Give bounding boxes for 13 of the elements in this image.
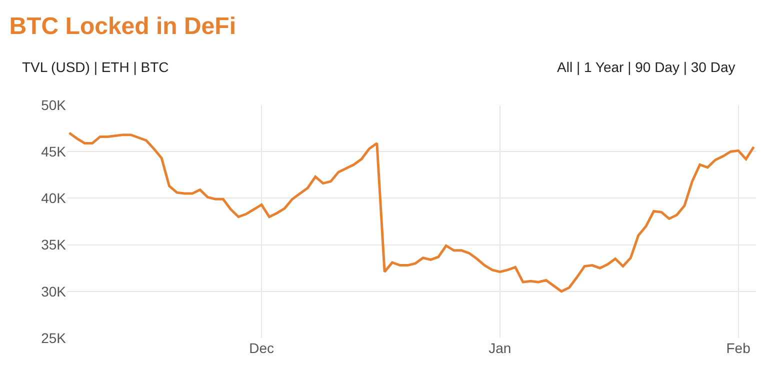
line-series — [68, 132, 755, 293]
chart-title: BTC Locked in DeFi — [9, 12, 236, 40]
y-tick-label: 50K — [41, 96, 67, 113]
x-tick-label: Jan — [488, 340, 512, 356]
x-tick-label: Feb — [726, 340, 751, 356]
y-tick-label: 25K — [41, 330, 67, 346]
y-tick-label: 40K — [41, 190, 67, 206]
y-tick-label: 45K — [41, 144, 67, 160]
y-tick-label: 35K — [41, 236, 67, 253]
x-tick-label: Dec — [249, 340, 274, 356]
y-tick-label: 30K — [41, 283, 67, 300]
text: All | 1 Year | 90 Day | 30 Day — [557, 59, 736, 75]
text: TVL (USD) | ETH | BTC — [22, 59, 169, 75]
